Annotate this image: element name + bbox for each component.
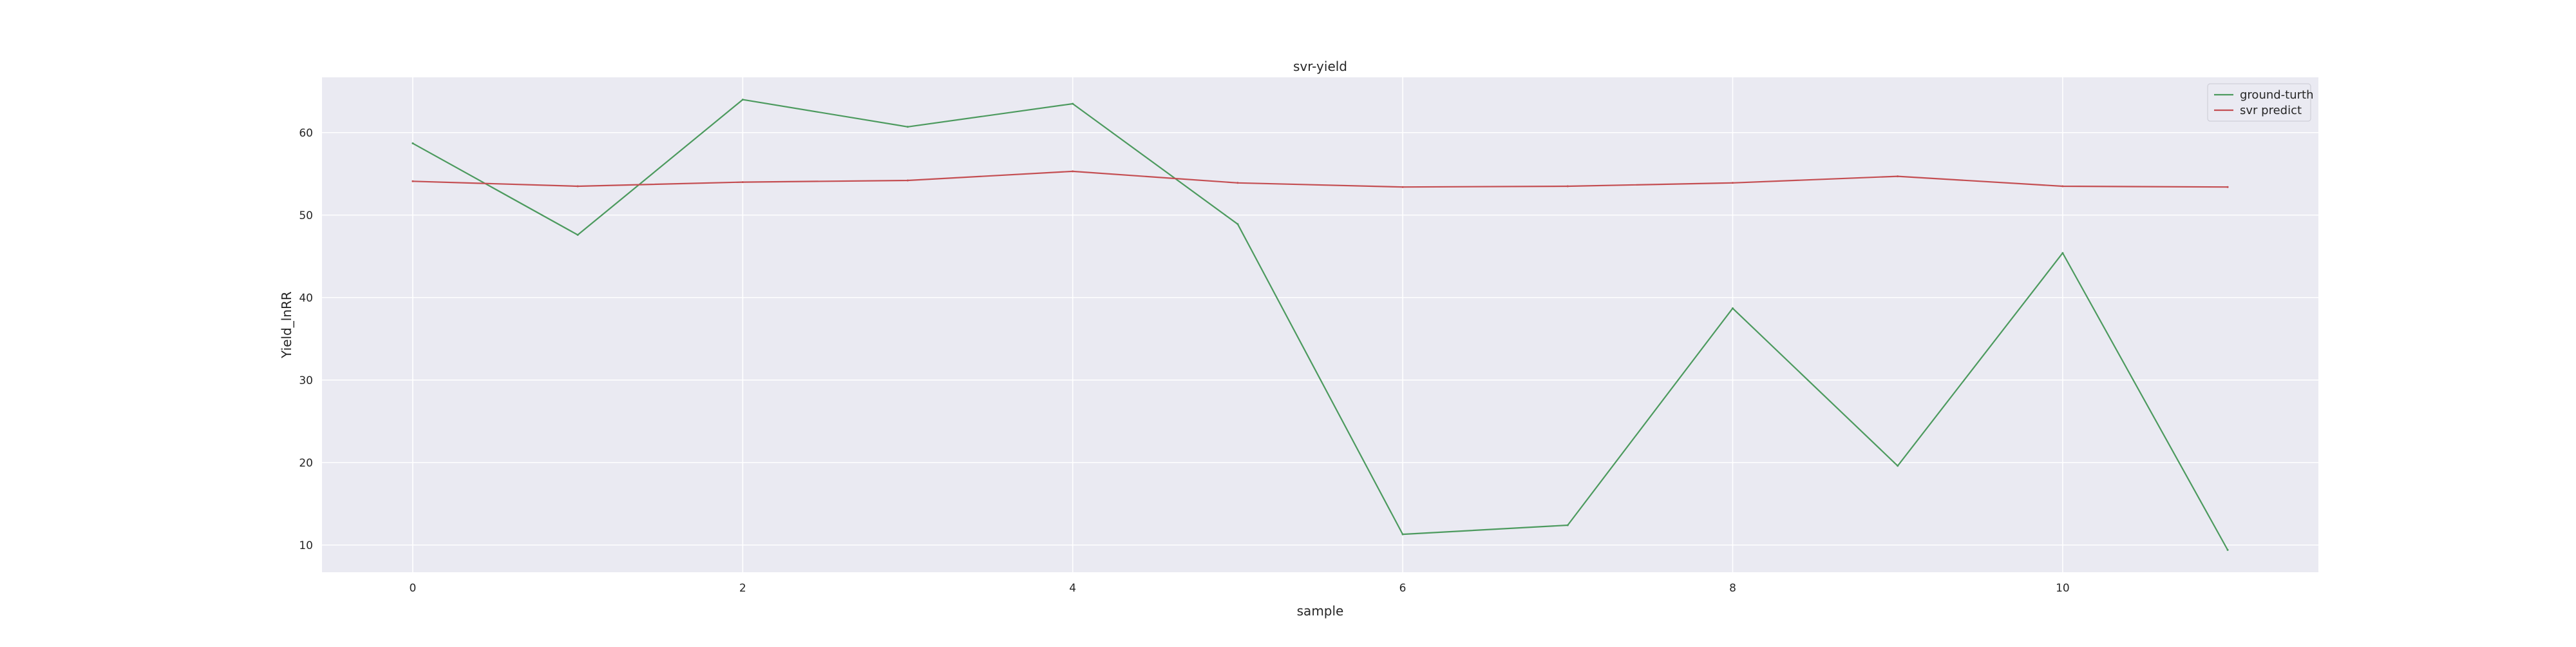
data-point [1566,524,1569,526]
data-point [1897,175,1899,178]
data-point [1732,307,1734,309]
data-point [1401,533,1404,536]
data-point [1732,182,1734,184]
data-point [1897,465,1899,467]
x-axis-label: sample [1297,603,1344,619]
y-tick-label: 20 [299,457,313,470]
y-tick-label: 10 [299,539,313,552]
y-axis-label: Yield_lnRR [279,291,294,359]
tick-labels: 0 2 4 6 8 10 10 20 30 40 50 60 [299,127,2069,595]
data-point [576,185,579,188]
chart-title: svr-yield [1293,59,1347,74]
data-point [2061,185,2064,188]
x-tick-label: 2 [739,582,746,595]
legend: ground-turth svr predict [2207,83,2314,122]
x-tick-label: 6 [1399,582,1406,595]
data-point [1566,185,1569,188]
plot-area [322,77,2318,572]
data-point [412,180,414,182]
y-tick-label: 50 [299,209,313,222]
data-point [2061,252,2064,255]
data-point [1072,102,1074,105]
data-point [1072,170,1074,173]
legend-entries: ground-turth svr predict [2214,88,2314,117]
data-point [1236,223,1239,226]
x-tick-label: 8 [1729,582,1736,595]
data-point [741,99,744,101]
data-point [1401,186,1404,188]
x-tick-label: 0 [409,582,416,595]
data-point [2226,548,2229,551]
data-point [1236,182,1239,184]
x-tick-label: 4 [1069,582,1076,595]
data-point [907,179,909,182]
legend-label: ground-turth [2240,88,2314,102]
y-tick-label: 60 [299,127,313,140]
x-tick-label: 10 [2056,582,2070,595]
legend-box [2207,83,2311,122]
series-line [412,99,2229,550]
data-point [741,181,744,184]
data-point [576,234,579,236]
data-point [2226,186,2229,188]
y-tick-label: 30 [299,374,313,387]
series-lines [412,99,2229,551]
data-point [412,142,414,144]
data-point [907,126,909,128]
y-tick-label: 40 [299,292,313,305]
series-line [412,170,2228,188]
legend-label: svr predict [2240,104,2302,117]
